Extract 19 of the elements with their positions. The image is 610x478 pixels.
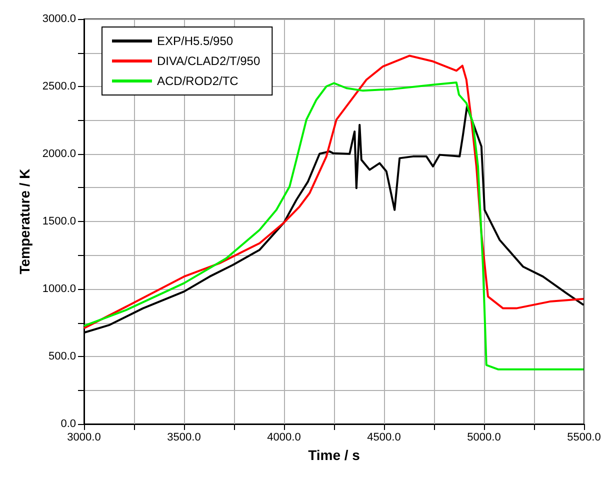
y-tick-label: 2000.0 [42,148,76,160]
y-tick-label: 2500.0 [42,80,76,92]
y-tick-label: 1500.0 [42,216,76,228]
x-axis-title: Time / s [308,446,360,463]
y-tick-label: 3000.0 [42,13,76,25]
y-tick-label: 1000.0 [42,283,76,295]
x-tick-label: 5000.0 [467,432,501,444]
y-axis-title: Temperature / K [16,168,32,274]
legend-label: DIVA/CLAD2/T/950 [157,54,260,68]
legend-label: ACD/ROD2/TC [157,74,239,88]
x-tick-label: 5500.0 [567,432,601,444]
line-series [83,54,585,330]
y-tick-label: 500.0 [48,350,76,362]
y-tick-label: 0.0 [60,418,76,430]
legend-label: EXP/H5.5/950 [157,34,234,48]
x-tick-label: 4500.0 [367,432,401,444]
x-tick-label: 4000.0 [267,432,301,444]
x-tick-label: 3500.0 [167,432,201,444]
x-tick-label: 3000.0 [67,432,101,444]
